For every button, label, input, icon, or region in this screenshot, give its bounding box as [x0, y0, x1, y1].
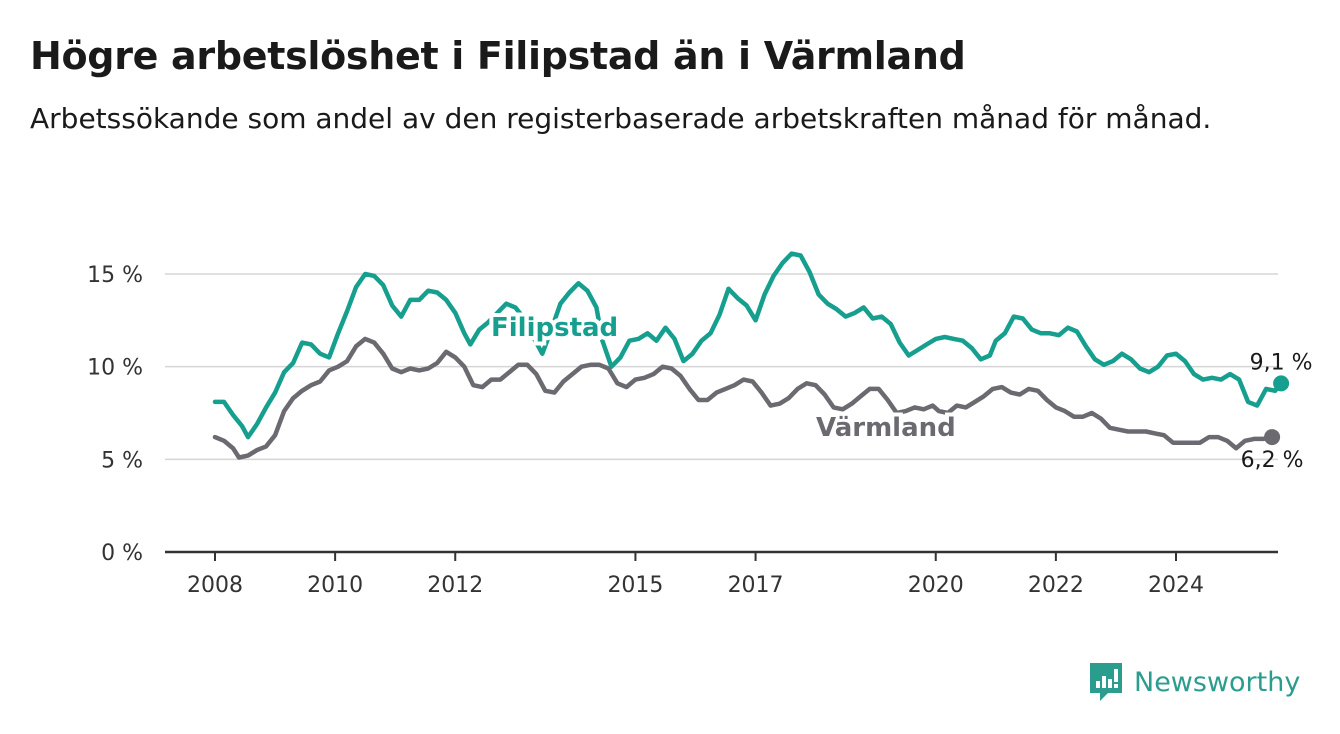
y-tick-label-2: 10 % [87, 356, 143, 381]
x-tick-label-3: 2015 [607, 573, 663, 598]
brand-name: Newsworthy [1134, 666, 1301, 698]
series-line-0 [212, 251, 1284, 440]
chart-subtitle: Arbetssökande som andel av den registerb… [30, 102, 1212, 135]
x-axis: 2008 2010 2012 2015 2017 2020 2022 2024 [165, 550, 1278, 598]
grid-lines [165, 273, 1278, 461]
chart-title: Högre arbetslöshet i Filipstad än i Värm… [30, 34, 966, 78]
series-end-dot-1 [1264, 429, 1281, 446]
brand-logo: Newsworthy [1088, 660, 1300, 704]
x-tick-label-4: 2017 [728, 573, 784, 598]
series-name-filipstad: Filipstad [491, 313, 618, 343]
bar-chart-icon [1090, 663, 1122, 701]
series-end-label-1: 6,2 % [1241, 448, 1304, 473]
x-tick-label-6: 2022 [1028, 573, 1084, 598]
series-line-1 [212, 336, 1275, 460]
y-tick-label-1: 5 % [101, 448, 143, 473]
x-tick-label-2: 2012 [427, 573, 483, 598]
series-end-dot-0 [1273, 375, 1290, 392]
series-end-label-0: 9,1 % [1250, 350, 1313, 375]
series-group [212, 251, 1290, 460]
x-tick-label-5: 2020 [908, 573, 964, 598]
x-tick-label-1: 2010 [307, 573, 363, 598]
x-tick-label-0: 2008 [187, 573, 243, 598]
y-tick-label-0: 0 % [101, 541, 143, 566]
y-tick-label-3: 15 % [87, 263, 143, 288]
x-tick-label-7: 2024 [1148, 573, 1204, 598]
y-axis: 0 % 5 % 10 % 15 % [87, 263, 143, 566]
series-labels: 9,1 % 6,2 % Filipstad Värmland [487, 309, 1313, 473]
series-name-varmland: Värmland [816, 413, 956, 443]
